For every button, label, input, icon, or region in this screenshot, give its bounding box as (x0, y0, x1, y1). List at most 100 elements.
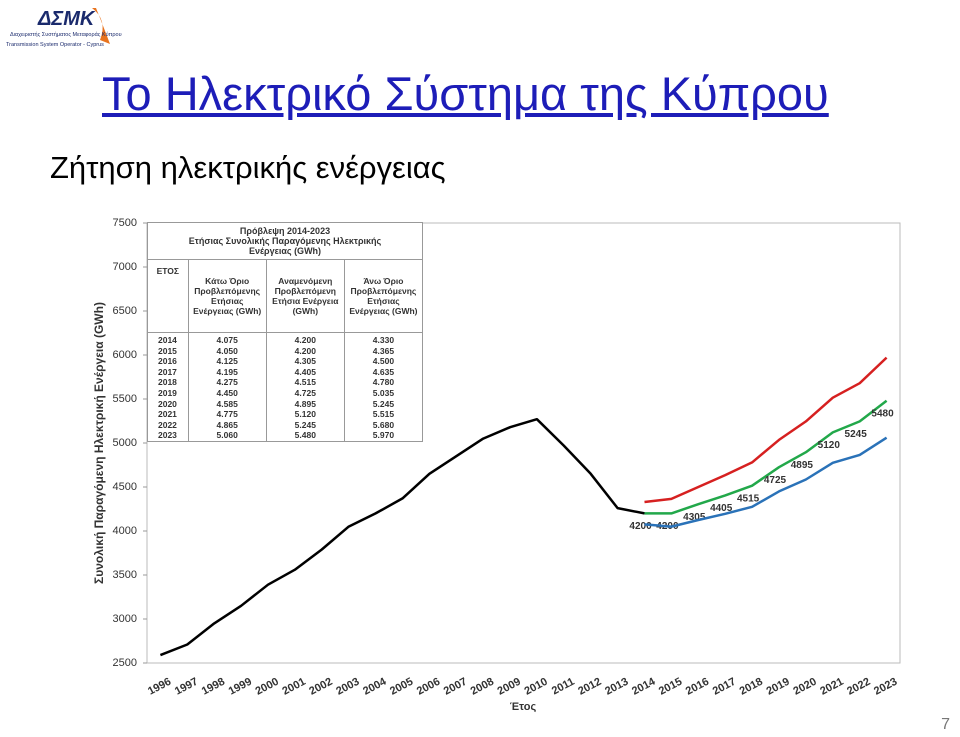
data-label: 4725 (764, 475, 787, 486)
table-cell: 4.075 (216, 335, 238, 345)
x-tick-label: 2017 (711, 676, 738, 698)
table-cell: 4.200 (294, 345, 316, 356)
table-header: Άνω Όριο Προβλεπόμενης Ετήσιας Ενέργειας… (343, 259, 424, 333)
x-tick-label: 2009 (496, 676, 523, 698)
table-body-row: 2014 2015 2016 2017 2018 2019 2020 2021 2022 2023… (147, 332, 424, 442)
table-title-line: Ετήσιας Συνολικής Παραγόμενης Ηλεκτρικής… (188, 236, 382, 256)
table-cell: 4.585 (216, 398, 238, 409)
x-tick-label: 2001 (280, 676, 307, 698)
table-cell: 2021 (158, 409, 177, 420)
table-cell: 4.895 (294, 398, 316, 409)
table-column-cell: 4.330 4.365 4.500 4.635 4.780 5.035 5.245 5.515… (343, 332, 424, 442)
y-tick-label: 5500 (113, 393, 137, 405)
slide-title: Το Ηλεκτρικό Σύστημα της Κύπρου (102, 67, 829, 120)
y-tick-label: 4000 (113, 525, 137, 537)
x-tick-label: 1997 (173, 676, 200, 698)
table-cell: 2017 (158, 366, 177, 377)
data-label: 5480 (871, 408, 894, 419)
table-cell: 4.275 (216, 377, 238, 388)
table-cell: 2023 (158, 430, 177, 441)
y-tick-label: 7000 (113, 261, 137, 273)
table-cell: 2019 (158, 387, 177, 398)
x-tick-label: 2008 (469, 676, 496, 698)
series-line (644, 436, 888, 528)
table-title-line: Πρόβλεψη 2014-2023 (239, 226, 331, 236)
table-cell: 4.865 (216, 419, 238, 430)
table-cell: 4.780 (372, 377, 395, 388)
table-column-cell: 4.075 4.050 4.125 4.195 4.275 4.450 4.585 4.775… (187, 332, 267, 442)
table-cell: 5.035 (372, 387, 395, 398)
y-tick-label: 6500 (113, 305, 137, 317)
x-tick-label: 2004 (361, 675, 389, 697)
y-tick-label: 5000 (113, 437, 137, 449)
x-tick-label: 2023 (872, 676, 899, 698)
data-label: 4305 (683, 512, 706, 523)
table-cell: 2016 (158, 356, 177, 367)
x-tick-label: 2014 (630, 675, 658, 697)
table-cell: 5.060 (216, 430, 238, 441)
table-cell: 2014 (158, 335, 177, 345)
y-tick-label: 2500 (113, 657, 137, 669)
x-tick-label: 2002 (307, 676, 334, 698)
x-tick-label: 2003 (334, 676, 361, 698)
table-cell: 4.405 (294, 366, 316, 377)
table-header: Κάτω Όριο Προβλεπόμενης Ετήσιας Ενέργεια… (187, 259, 267, 333)
series-line (159, 417, 645, 657)
table-cell: 4.365 (372, 345, 395, 356)
y-axis-title: Συνολική Παραγόμενη Ηλεκτρική Ενέργεια (… (92, 302, 106, 584)
table-header-row: ΕΤΟΣ Κάτω Όριο Προβλεπόμενης Ετήσιας Ενέρ… (147, 259, 424, 333)
x-tick-label: 1996 (146, 676, 173, 698)
data-label: 5245 (845, 429, 868, 440)
table-cell: 4.195 (216, 366, 238, 377)
data-label: 5120 (818, 440, 841, 451)
x-tick-label: 1999 (227, 676, 254, 698)
table-cell: 2015 (158, 345, 177, 356)
table-cell: 4.775 (216, 409, 238, 420)
y-tick-label: 3500 (113, 569, 137, 581)
table-cell: 5.245 (294, 419, 316, 430)
table-cell: 5.680 (372, 419, 395, 430)
y-tick-label: 7500 (113, 217, 137, 229)
y-tick-label: 4500 (113, 481, 137, 493)
logo-line: Transmission System Operator - Cyprus (6, 42, 104, 48)
x-tick-label: 2021 (818, 676, 845, 698)
table-cell: 4.450 (216, 387, 238, 398)
forecast-table: Πρόβλεψη 2014-2023 Ετήσιας Συνολικής Παρα… (147, 222, 424, 442)
table-title-row: Πρόβλεψη 2014-2023 Ετήσιας Συνολικής Παρα… (147, 222, 423, 260)
table-cell: 5.970 (372, 430, 395, 441)
table-cell: 5.245 (372, 398, 395, 409)
x-tick-label: 2006 (415, 676, 442, 698)
table-header: Αναμενόμενη Προβλεπόμενη Ετήσια Ενέργεια… (265, 259, 345, 333)
table-title: Πρόβλεψη 2014-2023 Ετήσιας Συνολικής Παρα… (147, 222, 423, 260)
page-number: 7 (941, 716, 950, 733)
x-axis-title: Έτος (510, 701, 537, 713)
table-column-cell: 2014 2015 2016 2017 2018 2019 2020 2021 2022 2023 (147, 332, 189, 442)
table-cell: 2020 (158, 398, 177, 409)
logo-swoosh (92, 8, 110, 44)
y-tick-label: 3000 (113, 613, 137, 625)
x-tick-label: 2000 (254, 676, 281, 698)
table-cell: 4.635 (372, 366, 395, 377)
logo-line: Διαχειριστής Συστήματος Μεταφοράς Κύπρου (10, 32, 122, 38)
series-line (644, 356, 888, 504)
table-cell: 2018 (158, 377, 177, 388)
table-cell: 4.725 (294, 387, 316, 398)
table-cell: 4.125 (216, 356, 238, 367)
table-cell: 4.330 (372, 335, 395, 345)
table-cell: 4.500 (372, 356, 395, 367)
x-tick-label: 2022 (845, 676, 872, 698)
table-cell: 5.120 (294, 409, 316, 420)
x-tick-label: 2016 (684, 676, 711, 698)
table-cell: 4.200 (294, 335, 316, 345)
x-tick-label: 2019 (765, 676, 792, 698)
x-tick-label: 2018 (738, 676, 765, 698)
table-cell: 4.515 (294, 377, 316, 388)
data-label: 4515 (737, 493, 760, 504)
x-tick-label: 2020 (791, 676, 818, 698)
x-tick-label: 2010 (522, 676, 549, 698)
data-label: 4200 (629, 521, 652, 532)
logo-mark: ΔΣΜΚ (38, 8, 95, 30)
table-cell: 4.305 (294, 356, 316, 367)
